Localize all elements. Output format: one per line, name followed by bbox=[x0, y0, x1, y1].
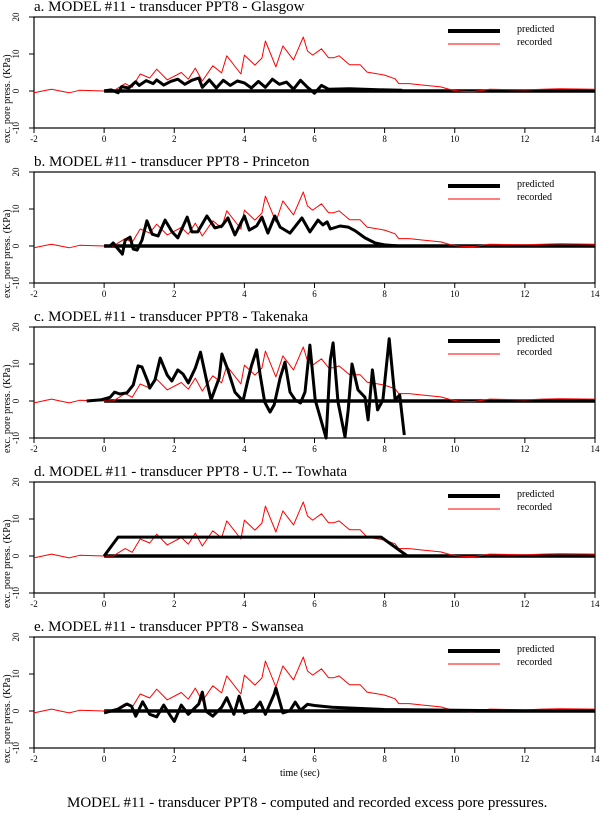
legend-predicted-label: predicted bbox=[517, 24, 555, 35]
y-tick-label: 20 bbox=[11, 12, 21, 22]
x-tick-label: 6 bbox=[312, 444, 317, 454]
panel-d bbox=[29, 481, 596, 598]
x-tick-label: 12 bbox=[520, 134, 530, 144]
legend-recorded-label: recorded bbox=[517, 502, 552, 513]
panel-b-title: b. MODEL #11 - transducer PPT8 - Princet… bbox=[34, 154, 310, 170]
legend-predicted-label: predicted bbox=[517, 179, 555, 190]
x-tick-label: 14 bbox=[590, 444, 600, 454]
x-tick-label: 8 bbox=[382, 599, 387, 609]
x-tick-label: 2 bbox=[172, 134, 177, 144]
x-tick-label: 0 bbox=[101, 444, 107, 454]
x-tick-label: 14 bbox=[590, 754, 600, 764]
panel-c-title: c. MODEL #11 - transducer PPT8 - Takenak… bbox=[34, 309, 309, 325]
panel-e bbox=[29, 636, 596, 753]
x-tick-label: 8 bbox=[382, 444, 387, 454]
x-tick-label: 8 bbox=[382, 289, 387, 299]
y-tick-label: 20 bbox=[11, 632, 21, 642]
x-tick-label: 2 bbox=[172, 289, 177, 299]
x-tick-label: 12 bbox=[520, 754, 530, 764]
x-tick-label: 6 bbox=[312, 134, 317, 144]
x-tick-label: 10 bbox=[450, 134, 460, 144]
x-tick-label: 10 bbox=[450, 599, 460, 609]
panel-e-title: e. MODEL #11 - transducer PPT8 - Swansea bbox=[34, 619, 304, 635]
x-tick-label: 12 bbox=[520, 289, 530, 299]
x-tick-label: 10 bbox=[450, 754, 460, 764]
recorded-series-line bbox=[33, 36, 596, 94]
x-tick-label: 0 bbox=[101, 754, 107, 764]
panel-a bbox=[29, 16, 596, 133]
x-tick-label: 8 bbox=[382, 754, 387, 764]
recorded-series-line bbox=[33, 656, 596, 714]
predicted-series-line bbox=[103, 76, 403, 95]
x-tick-label: -2 bbox=[30, 599, 38, 609]
plot-frame bbox=[33, 636, 596, 749]
x-tick-label: 4 bbox=[242, 289, 247, 299]
x-tick-label: 10 bbox=[450, 444, 460, 454]
x-tick-label: 14 bbox=[590, 599, 600, 609]
y-tick-label: 20 bbox=[11, 477, 21, 487]
x-tick-label: -2 bbox=[30, 289, 38, 299]
x-tick-label: 2 bbox=[172, 599, 177, 609]
x-tick-label: 6 bbox=[312, 289, 317, 299]
x-tick-label: 0 bbox=[101, 599, 107, 609]
y-axis-label: exc. pore press. (KPa) bbox=[2, 54, 13, 143]
legend-recorded-label: recorded bbox=[517, 347, 552, 358]
x-tick-label: 0 bbox=[101, 289, 107, 299]
panel-d-title: d. MODEL #11 - transducer PPT8 - U.T. --… bbox=[34, 464, 348, 480]
x-tick-label: 4 bbox=[242, 444, 247, 454]
x-tick-label: 4 bbox=[242, 754, 247, 764]
x-tick-label: 12 bbox=[520, 599, 530, 609]
x-tick-label: -2 bbox=[30, 134, 38, 144]
x-tick-label: 12 bbox=[520, 444, 530, 454]
x-axis-label: time (sec) bbox=[280, 768, 320, 779]
x-tick-label: 14 bbox=[590, 134, 600, 144]
predicted-series-line bbox=[104, 214, 399, 256]
panel-c bbox=[29, 326, 596, 443]
predicted-series-line bbox=[102, 535, 409, 558]
x-tick-label: -2 bbox=[30, 754, 38, 764]
plot-frame bbox=[33, 16, 596, 129]
x-tick-label: 4 bbox=[242, 134, 247, 144]
figure-caption: MODEL #11 - transducer PPT8 - computed a… bbox=[67, 795, 548, 811]
y-axis-label: exc. pore press. (KPa) bbox=[2, 209, 13, 298]
legend-predicted-label: predicted bbox=[517, 489, 555, 500]
y-axis-label: exc. pore press. (KPa) bbox=[2, 674, 13, 763]
legend-predicted-label: predicted bbox=[517, 644, 555, 655]
x-tick-label: 6 bbox=[312, 599, 317, 609]
x-tick-label: 4 bbox=[242, 599, 247, 609]
y-axis-label: exc. pore press. (KPa) bbox=[2, 364, 13, 453]
y-axis-label: exc. pore press. (KPa) bbox=[2, 519, 13, 608]
x-tick-label: 2 bbox=[172, 444, 177, 454]
legend-predicted-label: predicted bbox=[517, 334, 555, 345]
recorded-series-line bbox=[33, 191, 596, 249]
x-tick-label: 14 bbox=[590, 289, 600, 299]
recorded-series-line bbox=[33, 501, 596, 559]
legend-recorded-label: recorded bbox=[517, 37, 552, 48]
x-tick-label: 8 bbox=[382, 134, 387, 144]
predicted-series-line bbox=[103, 686, 595, 723]
legend-recorded-label: recorded bbox=[517, 192, 552, 203]
x-tick-label: 0 bbox=[101, 134, 107, 144]
y-tick-label: 20 bbox=[11, 322, 21, 332]
recorded-series-line bbox=[33, 346, 596, 404]
x-tick-label: 6 bbox=[312, 754, 317, 764]
x-tick-label: 10 bbox=[450, 289, 460, 299]
predicted-series-line bbox=[86, 337, 406, 440]
panel-a-title: a. MODEL #11 - transducer PPT8 - Glasgow bbox=[34, 0, 305, 15]
y-tick-label: 20 bbox=[11, 167, 21, 177]
legend-recorded-label: recorded bbox=[517, 657, 552, 668]
x-tick-label: -2 bbox=[30, 444, 38, 454]
x-tick-label: 2 bbox=[172, 754, 177, 764]
panel-b bbox=[29, 171, 596, 288]
